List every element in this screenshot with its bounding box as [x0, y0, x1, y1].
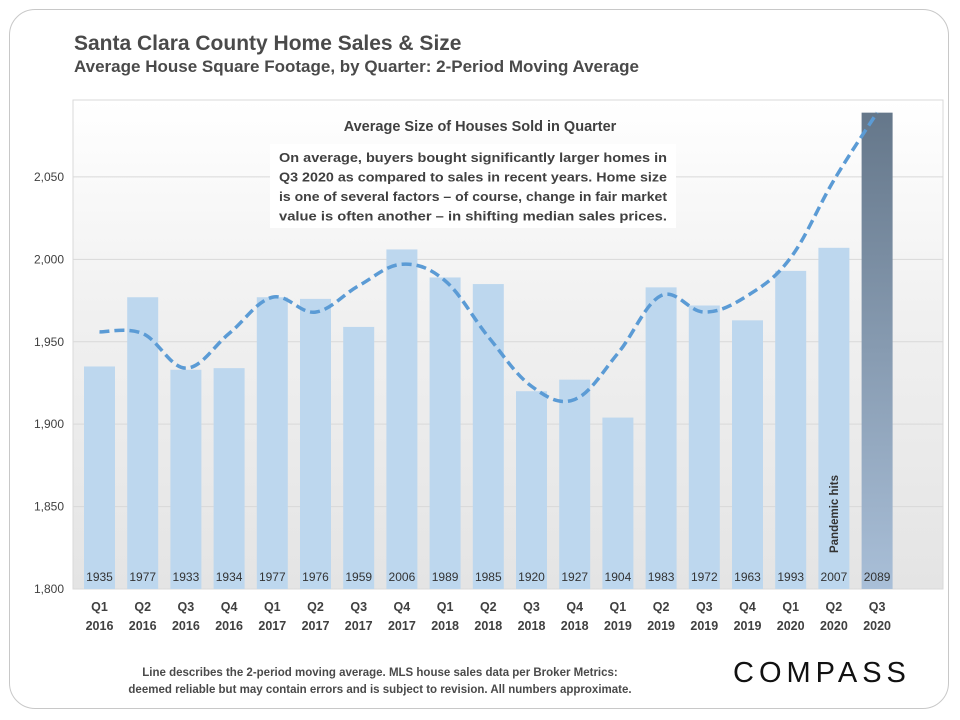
bar-value-label: 2007 [821, 570, 848, 584]
x-tick-label-quarter: Q3 [696, 600, 713, 614]
x-tick-label-quarter: Q2 [826, 600, 843, 614]
x-tick-label-year: 2017 [258, 619, 286, 633]
bar [343, 326, 375, 589]
x-tick-label-year: 2020 [863, 619, 891, 633]
bar-value-label: 1989 [432, 570, 459, 584]
bar [472, 284, 504, 589]
bar-value-label: 1933 [173, 570, 200, 584]
page-subtitle: Average House Square Footage, by Quarter… [74, 57, 639, 76]
bar [386, 249, 418, 589]
x-tick-label-quarter: Q1 [264, 600, 281, 614]
x-tick-label-quarter: Q3 [523, 600, 540, 614]
x-tick-label-year: 2020 [820, 619, 848, 633]
x-tick-label-year: 2018 [518, 619, 546, 633]
x-tick-label-quarter: Q4 [221, 600, 238, 614]
bar-value-label: 1959 [345, 570, 372, 584]
x-tick-label-quarter: Q1 [91, 600, 108, 614]
x-tick-label-quarter: Q1 [610, 600, 627, 614]
bar-value-label: 1920 [518, 570, 545, 584]
x-tick-label-year: 2019 [734, 619, 762, 633]
bar [688, 305, 720, 589]
x-tick-label-quarter: Q3 [350, 600, 367, 614]
bar [602, 417, 634, 589]
x-tick-label-year: 2016 [172, 619, 200, 633]
x-tick-label-year: 2016 [215, 619, 243, 633]
x-tick-label-year: 2017 [345, 619, 373, 633]
x-tick-label-quarter: Q2 [480, 600, 497, 614]
bar-value-label: 1935 [86, 570, 113, 584]
bar-value-label: 1904 [605, 570, 632, 584]
bar [256, 297, 288, 589]
y-tick-label: 1,900 [34, 417, 64, 431]
y-tick-label: 1,850 [34, 500, 64, 514]
bar-value-label: 1977 [259, 570, 286, 584]
x-tick-label-quarter: Q1 [782, 600, 799, 614]
bar [732, 320, 763, 589]
x-tick-label-quarter: Q3 [178, 600, 195, 614]
bar-value-label: 1985 [475, 570, 502, 584]
bar [429, 277, 461, 589]
bar [775, 270, 807, 589]
x-tick-label-year: 2020 [777, 619, 805, 633]
bar-value-label: 1993 [777, 570, 804, 584]
y-tick-label: 1,800 [34, 582, 64, 596]
bar [559, 379, 591, 589]
x-tick-label-quarter: Q2 [653, 600, 670, 614]
x-tick-label-year: 2019 [604, 619, 632, 633]
bar [213, 368, 245, 589]
bar [127, 297, 159, 589]
x-tick-label-quarter: Q4 [566, 600, 583, 614]
bar-value-label: 1972 [691, 570, 718, 584]
bar [170, 369, 202, 589]
bar-value-label: 1927 [561, 570, 588, 584]
annotation-line: Q3 2020 as compared to sales in recent y… [279, 170, 667, 185]
x-tick-label-year: 2018 [561, 619, 589, 633]
x-tick-label-quarter: Q4 [739, 600, 756, 614]
x-tick-label-year: 2019 [690, 619, 718, 633]
x-tick-label-quarter: Q1 [437, 600, 454, 614]
bar [84, 366, 115, 589]
footnote-line-2: deemed reliable but may contain errors a… [128, 684, 632, 696]
x-tick-label-quarter: Q3 [869, 600, 886, 614]
bar-value-label: 1934 [216, 570, 243, 584]
y-tick-label: 1,950 [34, 335, 64, 349]
annotation-line: value is often another – in shifting med… [279, 209, 667, 224]
footnote-line-1: Line describes the 2-period moving avera… [142, 667, 618, 679]
y-tick-label: 2,050 [34, 170, 64, 184]
bar [818, 247, 850, 590]
page-title: Santa Clara County Home Sales & Size [74, 32, 462, 55]
x-tick-label-quarter: Q2 [134, 600, 151, 614]
bar-value-label: 1976 [302, 570, 329, 584]
x-tick-label-year: 2019 [647, 619, 675, 633]
bar-value-label: 2089 [864, 570, 891, 584]
bar [300, 298, 331, 589]
x-tick-label-year: 2017 [302, 619, 330, 633]
annotation-box [270, 144, 676, 228]
x-tick-label-year: 2018 [474, 619, 502, 633]
bar-value-label: 1963 [734, 570, 761, 584]
bar-value-label: 2006 [389, 570, 416, 584]
y-tick-label: 2,000 [34, 252, 64, 266]
bar [516, 391, 547, 589]
footnote: Line describes the 2-period moving avera… [110, 665, 650, 699]
x-tick-label-quarter: Q2 [307, 600, 324, 614]
x-tick-label-year: 2018 [431, 619, 459, 633]
x-tick-label-quarter: Q4 [394, 600, 411, 614]
chart-title: Average Size of Houses Sold in Quarter [344, 119, 617, 135]
x-tick-label-year: 2016 [129, 619, 157, 633]
annotation-line: is one of several factors – of course, c… [279, 189, 668, 204]
bar [861, 112, 893, 589]
x-tick-label-year: 2016 [86, 619, 114, 633]
annotation-line: On average, buyers bought significantly … [279, 150, 667, 165]
pandemic-hits-label: Pandemic hits [829, 475, 841, 553]
bar [645, 287, 677, 589]
bar-value-label: 1983 [648, 570, 675, 584]
x-tick-label-year: 2017 [388, 619, 416, 633]
bar-value-label: 1977 [129, 570, 156, 584]
moving-average-line [99, 111, 879, 404]
compass-logo: COMPASS [733, 657, 911, 689]
